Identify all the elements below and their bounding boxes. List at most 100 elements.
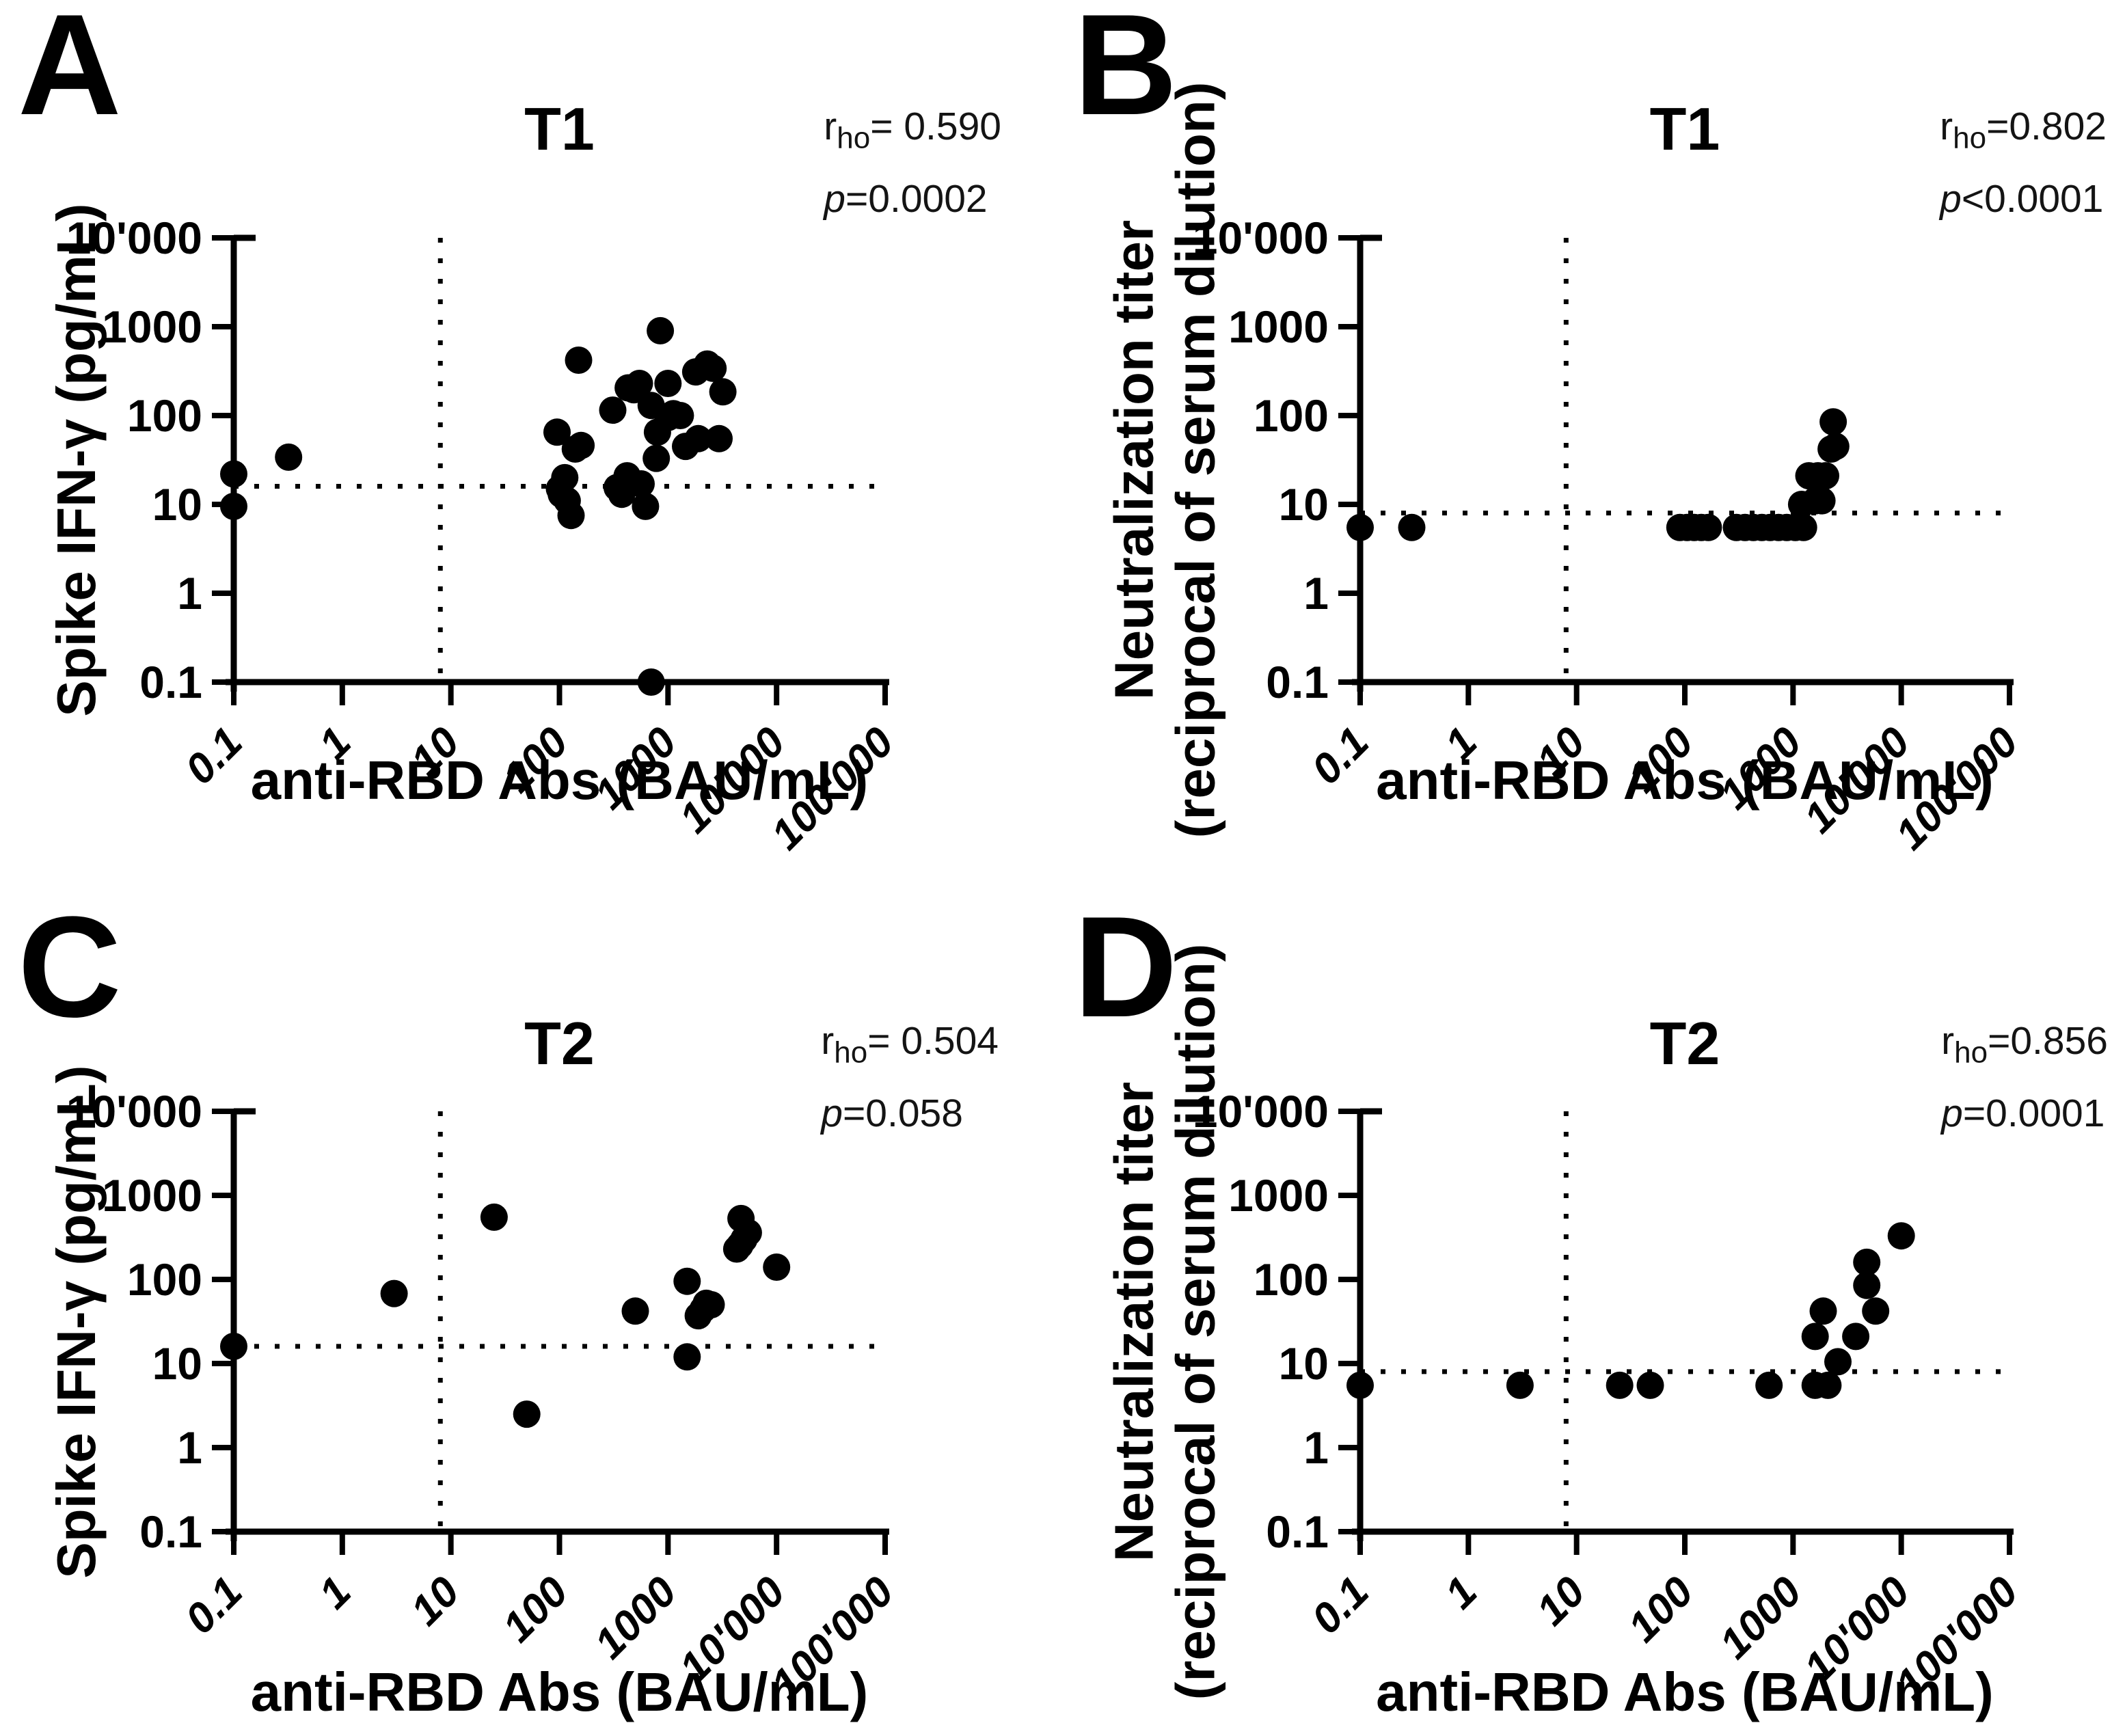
data-point	[697, 1291, 725, 1318]
y-tick-label: 10'000	[66, 1086, 202, 1137]
data-point	[1814, 1371, 1842, 1399]
panel-c: 10'000 1000 100 10 1 0.1 0.1 1 10 100 1000 10'000 10…	[0, 868, 1056, 1736]
data-point	[621, 1297, 649, 1325]
rho-symbol: r	[1940, 105, 1953, 148]
panel-letter-a: A	[18, 0, 122, 145]
p-value-line: p=0.0002	[824, 163, 1001, 235]
y-tick-label: 0.1	[1266, 657, 1329, 707]
data-point	[1346, 513, 1374, 541]
data-point	[666, 402, 694, 429]
rho-value: = 0.590	[870, 105, 1001, 148]
data-point	[220, 492, 247, 520]
x-tick-label: 0.1	[1303, 1568, 1378, 1643]
rho-subscript: ho	[834, 1035, 868, 1070]
y-tick-label: 10	[1279, 479, 1329, 530]
data-point	[1853, 1248, 1881, 1276]
x-tick-label: 100	[1619, 1568, 1703, 1651]
data-point	[699, 354, 727, 382]
y-tick-label: 1	[1303, 1422, 1329, 1473]
x-tick-label: 10	[402, 1568, 469, 1635]
data-point	[551, 463, 579, 491]
spearman-rho-line: rho=0.802	[1940, 90, 2107, 163]
data-point	[642, 444, 671, 472]
x-tick-label: 0.1	[176, 1568, 252, 1643]
data-point	[627, 470, 655, 498]
y-axis-label-b: Neutralization titer (reciprocal of seru…	[1104, 82, 1228, 839]
data-point	[763, 1253, 791, 1281]
y-tick-label: 10	[152, 479, 202, 530]
rho-subscript: ho	[1954, 1035, 1988, 1070]
panel-letter-c: C	[18, 886, 122, 1047]
data-point	[1809, 1297, 1837, 1325]
y-axis-label-d: Neutralization titer (reciprocal of seru…	[1104, 944, 1228, 1700]
data-point	[513, 1400, 541, 1428]
data-point	[1824, 1348, 1852, 1376]
rho-symbol: r	[1941, 1019, 1955, 1063]
data-point	[1812, 462, 1839, 490]
y-tick-label: 10'000	[1193, 1086, 1329, 1137]
data-point	[1842, 1323, 1870, 1351]
spearman-rho-line: rho=0.856	[1941, 1005, 2108, 1077]
rho-subscript: ho	[1953, 121, 1987, 155]
data-point	[1398, 513, 1426, 541]
plot-title-d: T2	[1649, 1009, 1720, 1077]
y-tick-label: 1000	[1228, 301, 1329, 352]
spearman-rho-line: rho= 0.504	[821, 1005, 999, 1077]
y-axis-label-line2: (reciprocal of serum dilution)	[1165, 943, 1226, 1700]
data-point	[220, 1332, 247, 1360]
data-point	[1606, 1371, 1634, 1399]
y-tick-label: 100	[1254, 1254, 1329, 1305]
data-point	[565, 347, 593, 374]
y-tick-label: 1000	[102, 1170, 202, 1221]
y-tick-label: 1000	[102, 301, 202, 352]
x-tick-label: 1000	[1711, 1568, 1811, 1668]
data-point	[275, 443, 303, 471]
data-point	[1887, 1222, 1915, 1250]
data-point	[480, 1203, 508, 1231]
y-axis-label-line1: Neutralization titer	[1103, 1081, 1165, 1562]
y-axis-label-c: Spike IFN-γ (pg/mL)	[46, 1065, 107, 1578]
panel-b: 10'000 1000 100 10 1 0.1 0.1 1 10 100 1000 10'000 10…	[1056, 0, 2112, 868]
y-tick-label: 1000	[1228, 1170, 1329, 1221]
y-tick-label: 100	[1254, 390, 1329, 441]
rho-value: = 0.504	[867, 1019, 999, 1063]
data-point	[1862, 1297, 1890, 1325]
stats-block-a: rho= 0.590 p=0.0002	[824, 90, 1001, 235]
x-tick-label: 1	[1436, 1568, 1486, 1618]
data-point	[1506, 1371, 1534, 1399]
y-tick-label: 10	[1279, 1338, 1329, 1389]
data-point	[1822, 433, 1850, 461]
y-axis-label-line1: Spike IFN-γ (pg/mL)	[45, 1065, 107, 1579]
stats-block-c: rho= 0.504 p=0.058	[821, 1005, 999, 1150]
y-tick-label: 10	[152, 1338, 202, 1389]
stats-block-b: rho=0.802 p<0.0001	[1940, 90, 2107, 235]
data-point	[1819, 408, 1847, 436]
data-point	[567, 431, 595, 459]
data-point	[557, 502, 585, 530]
plot-title-b: T1	[1649, 95, 1720, 163]
y-axis-label-line1: Spike IFN-γ (pg/mL)	[45, 203, 107, 717]
data-point	[654, 370, 682, 397]
p-value: =0.0001	[1962, 1091, 2105, 1135]
p-symbol: p	[821, 1091, 843, 1135]
data-point	[625, 370, 653, 397]
x-tick-label: 1000	[586, 1568, 686, 1668]
data-point	[673, 1267, 701, 1295]
data-point	[1808, 487, 1836, 515]
data-point	[709, 378, 737, 406]
y-tick-label: 1	[177, 1422, 202, 1473]
panel-a: 10'000 1000 100 10 1 0.1 0.1 1 10 100 1000 10'000 10…	[0, 0, 1056, 868]
data-point	[705, 424, 733, 452]
stats-block-d: rho=0.856 p=0.0001	[1941, 1005, 2108, 1150]
spearman-rho-line: rho= 0.590	[824, 90, 1001, 163]
rho-symbol: r	[821, 1019, 835, 1063]
p-symbol: p	[1940, 177, 1962, 221]
y-tick-label: 100	[127, 1254, 202, 1305]
rho-value: =0.802	[1986, 105, 2107, 148]
rho-subscript: ho	[837, 121, 871, 155]
data-point	[632, 492, 660, 520]
